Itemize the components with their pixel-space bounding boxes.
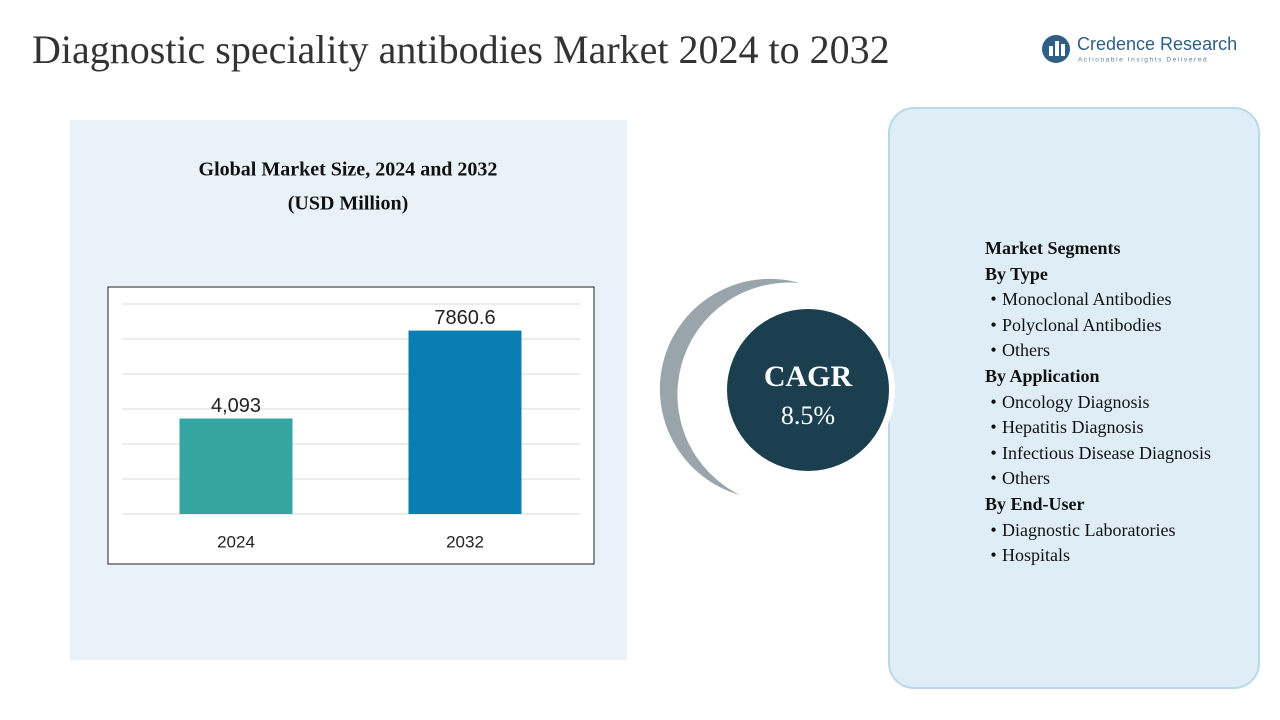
logo-icon-bar: [1061, 44, 1065, 56]
segment-item: Hospitals: [985, 543, 1211, 569]
logo: Credence Research Actionable Insights De…: [1042, 34, 1237, 64]
x-tick-label: 2032: [446, 532, 484, 551]
segment-item: Monoclonal Antibodies: [985, 287, 1211, 313]
segment-heading: By Application: [985, 365, 1100, 386]
cagr-circle: [727, 309, 889, 471]
value-label: 4,093: [211, 395, 261, 417]
segment-item: Diagnostic Laboratories: [985, 518, 1211, 544]
bar: [408, 330, 522, 514]
segment-item: Infectious Disease Diagnosis: [985, 441, 1211, 467]
cagr-label: CAGR: [764, 360, 853, 393]
page-title: Diagnostic speciality antibodies Market …: [32, 27, 890, 72]
logo-icon-bar: [1049, 46, 1053, 56]
segment-heading: By End-User: [985, 493, 1085, 514]
segment-heading: Market Segments: [985, 238, 1121, 258]
segment-item: Others: [985, 466, 1211, 492]
logo-tagline: Actionable Insights Delivered: [1078, 57, 1208, 64]
segment-item: Oncology Diagnosis: [985, 390, 1211, 416]
value-label: 7860.6: [434, 307, 495, 329]
chart-title: Global Market Size, 2024 and 2032: [199, 159, 498, 181]
bar: [179, 418, 293, 514]
segment-item: Hepatitis Diagnosis: [985, 415, 1211, 441]
cagr-value: 8.5%: [781, 401, 835, 430]
cagr-arc: [659, 278, 800, 495]
logo-icon-bar: [1055, 41, 1059, 56]
segments-list: Market Segments By Type Monoclonal Antibod…: [985, 236, 1211, 569]
segment-item: Others: [985, 338, 1211, 364]
segment-heading: By Type: [985, 263, 1048, 284]
x-tick-label: 2024: [217, 532, 255, 551]
chart-subtitle: (USD Million): [288, 193, 409, 215]
segment-item: Polyclonal Antibodies: [985, 313, 1211, 339]
logo-name: Credence Research: [1077, 34, 1237, 54]
